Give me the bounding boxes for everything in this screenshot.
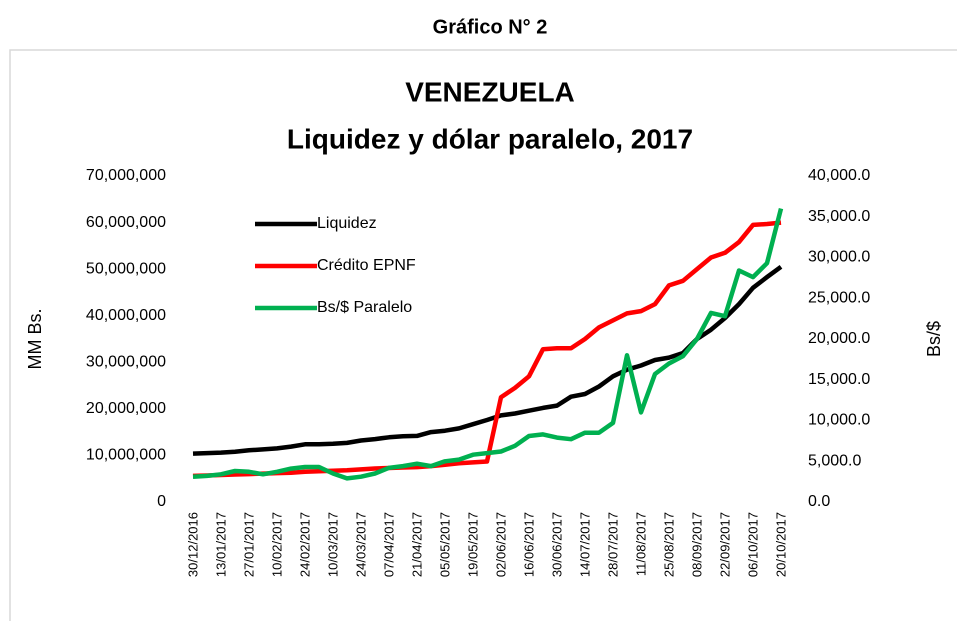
x-tick-label: 22/09/2017	[717, 512, 732, 577]
x-tick-label: 02/06/2017	[493, 512, 508, 577]
header: Gráfico N° 2	[433, 16, 548, 38]
x-tick-label: 27/01/2017	[241, 512, 256, 577]
x-tick-label: 24/02/2017	[297, 512, 312, 577]
x-tick-label: 10/03/2017	[325, 512, 340, 577]
chart-title: VENEZUELA	[405, 76, 575, 107]
x-tick-label: 30/06/2017	[549, 512, 564, 577]
x-tick-label: 08/09/2017	[689, 512, 704, 577]
x-tick-label: 25/08/2017	[661, 512, 676, 577]
x-tick-label: 06/10/2017	[745, 512, 760, 577]
x-tick-label: 07/04/2017	[381, 512, 396, 577]
y2-tick-label: 40,000.0	[808, 167, 870, 184]
series-line	[192, 264, 783, 456]
y2-tick-label: 15,000.0	[808, 371, 870, 388]
x-tick-label: 13/01/2017	[213, 512, 228, 577]
legend-label: Liquidez	[317, 215, 377, 232]
y-tick-label: 10,000,000	[86, 447, 166, 464]
x-tick-label: 24/03/2017	[353, 512, 368, 577]
chart-subtitle: Liquidez y dólar paralelo, 2017	[287, 123, 693, 154]
x-tick-label: 21/04/2017	[409, 512, 424, 577]
y-axis-label: MM Bs.	[25, 309, 45, 370]
y2-axis-label: Bs/$	[924, 321, 944, 357]
x-tick-label: 19/05/2017	[465, 512, 480, 577]
x-tick-label: 30/12/2016	[185, 512, 200, 577]
x-tick-label: 16/06/2017	[521, 512, 536, 577]
y-tick-label: 0	[157, 493, 166, 510]
chart-border	[9, 49, 957, 621]
y2-tick-label: 5,000.0	[808, 452, 861, 469]
y-tick-label: 60,000,000	[86, 214, 166, 231]
series-line	[192, 208, 784, 481]
y2-tick-label: 30,000.0	[808, 249, 870, 266]
y-tick-label: 50,000,000	[86, 260, 166, 277]
y-tick-label: 20,000,000	[86, 400, 166, 417]
y2-tick-label: 20,000.0	[808, 330, 870, 347]
y2-tick-label: 0.0	[808, 493, 830, 510]
legend-label: Bs/$ Paralelo	[317, 299, 412, 316]
x-tick-label: 05/05/2017	[437, 512, 452, 577]
x-tick-label: 10/02/2017	[269, 512, 284, 577]
legend-label: Crédito EPNF	[317, 257, 416, 274]
x-tick-label: 28/07/2017	[605, 512, 620, 577]
x-tick-label: 20/10/2017	[773, 512, 788, 577]
y2-tick-label: 35,000.0	[808, 208, 870, 225]
y2-tick-label: 10,000.0	[808, 412, 870, 429]
y2-tick-label: 25,000.0	[808, 289, 870, 306]
series-line	[192, 220, 782, 479]
x-tick-label: 14/07/2017	[577, 512, 592, 577]
y-tick-label: 40,000,000	[86, 307, 166, 324]
y-tick-label: 30,000,000	[86, 354, 166, 371]
y-tick-label: 70,000,000	[86, 167, 166, 184]
x-tick-label: 11/08/2017	[633, 512, 648, 576]
